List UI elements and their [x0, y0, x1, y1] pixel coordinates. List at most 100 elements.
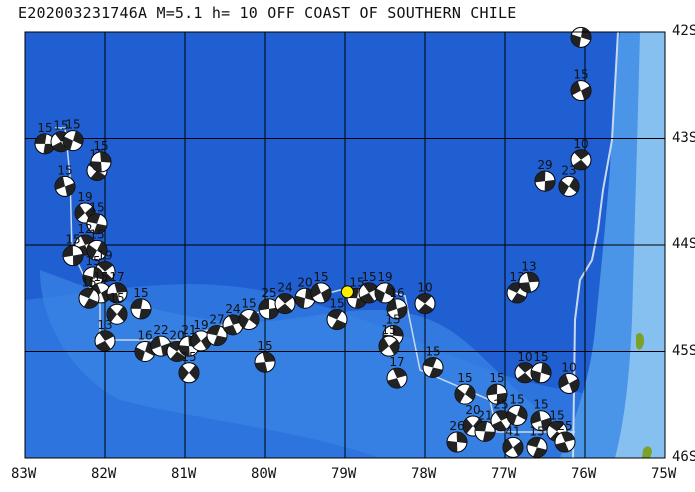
- focal-mechanism: 27: [206, 313, 228, 347]
- focal-mechanism: 15: [526, 424, 548, 458]
- compressional-quadrant: [191, 332, 201, 348]
- compressional-quadrant: [387, 299, 397, 313]
- compressional-quadrant: [223, 324, 238, 335]
- compressional-quadrant: [389, 339, 400, 355]
- compressional-quadrant: [548, 421, 564, 432]
- compressional-quadrant: [269, 307, 279, 319]
- focal-mechanism: 29: [534, 158, 556, 192]
- compressional-quadrant: [189, 365, 199, 381]
- focal-mechanism: 16: [134, 329, 156, 362]
- compressional-quadrant: [423, 357, 437, 368]
- compressional-quadrant: [392, 368, 407, 379]
- focal-mechanism: 24: [274, 281, 296, 315]
- depth-label: 15: [533, 398, 548, 412]
- compressional-quadrant: [93, 223, 107, 234]
- focal-mechanism: 15: [530, 350, 552, 384]
- compressional-quadrant: [513, 441, 524, 457]
- compressional-quadrant: [170, 351, 186, 362]
- depth-label: 29: [537, 158, 552, 172]
- compressional-quadrant: [213, 335, 227, 346]
- depth-label: 21: [181, 323, 196, 337]
- latitude-label: 46S: [672, 449, 695, 465]
- longitude-label: 79W: [331, 466, 357, 482]
- compressional-quadrant: [97, 241, 107, 257]
- depth-label: 15: [89, 227, 104, 241]
- compressional-quadrant: [455, 387, 465, 403]
- compressional-quadrant: [83, 274, 93, 287]
- focal-mechanism: 13: [518, 259, 540, 293]
- depth-label: 15: [533, 350, 548, 364]
- compressional-quadrant: [385, 283, 395, 298]
- compressional-quadrant: [277, 293, 293, 304]
- focal-mechanism: 15: [78, 275, 100, 309]
- depth-label: 15: [385, 313, 400, 327]
- compressional-quadrant: [97, 261, 113, 272]
- compressional-quadrant: [541, 417, 551, 431]
- compressional-quadrant: [87, 244, 97, 260]
- depth-label: 27: [209, 313, 224, 327]
- depth-label: 10: [561, 360, 576, 374]
- compressional-quadrant: [516, 372, 533, 383]
- depth-label: 15: [361, 270, 376, 284]
- compressional-quadrant: [96, 340, 111, 351]
- focal-mechanism: 15: [486, 371, 508, 405]
- compressional-quadrant: [544, 179, 555, 192]
- focal-mechanism: 15: [34, 121, 56, 155]
- compressional-quadrant: [507, 410, 517, 425]
- compressional-quadrant: [179, 345, 190, 357]
- focal-mechanism: 15: [422, 344, 444, 378]
- compressional-quadrant: [416, 293, 432, 304]
- compressional-quadrant: [491, 420, 507, 431]
- depth-label: 17: [389, 355, 404, 369]
- compressional-quadrant: [559, 374, 569, 389]
- compressional-quadrant: [321, 287, 331, 303]
- focal-mechanism: 15: [54, 163, 76, 197]
- compressional-quadrant: [446, 440, 458, 453]
- map-frame: [24, 31, 666, 459]
- compressional-quadrant: [482, 431, 495, 442]
- focal-mechanism: 15: [90, 139, 112, 173]
- compressional-quadrant: [363, 282, 378, 293]
- compressional-quadrant: [530, 369, 541, 383]
- depth-label: 19: [377, 270, 392, 284]
- compressional-quadrant: [262, 352, 275, 363]
- longitude-label: 80W: [251, 466, 277, 482]
- depth-label: 22: [153, 323, 168, 337]
- depth-label: 13: [97, 318, 112, 332]
- depth-label: 19: [77, 190, 92, 204]
- depth-label: 15: [181, 350, 196, 364]
- focal-mechanism: 25: [258, 286, 280, 320]
- compressional-quadrant: [429, 367, 443, 378]
- depth-label: 24: [277, 281, 292, 295]
- compressional-quadrant: [572, 159, 588, 170]
- depth-label: 15: [93, 139, 108, 153]
- compressional-quadrant: [503, 438, 513, 454]
- compressional-quadrant: [207, 325, 221, 336]
- focal-mechanism: 15: [130, 286, 152, 320]
- compressional-quadrant: [541, 362, 551, 376]
- focal-mechanism: 15: [86, 227, 108, 261]
- focal-mechanism: 15: [570, 68, 592, 102]
- focal-mechanism: 10: [570, 137, 592, 171]
- compressional-quadrant: [463, 418, 473, 434]
- depth-label: 23: [561, 163, 576, 177]
- focal-mechanism: 13: [506, 270, 528, 304]
- compressional-quadrant: [507, 282, 523, 293]
- focal-mechanism: 15: [178, 350, 200, 384]
- compressional-quadrant: [571, 81, 581, 96]
- compressional-quadrant: [35, 133, 47, 144]
- depth-label: 15: [349, 275, 364, 289]
- longitude-label: 81W: [171, 466, 197, 482]
- compressional-quadrant: [75, 204, 85, 220]
- compressional-quadrant: [79, 288, 95, 299]
- depth-label: 15: [549, 408, 564, 422]
- focal-mechanism: 15: [506, 392, 528, 426]
- compressional-quadrant: [63, 245, 73, 258]
- compressional-quadrant: [83, 298, 99, 309]
- depth-label: 20: [169, 329, 184, 343]
- compressional-quadrant: [311, 283, 321, 298]
- depth-label: 25: [261, 286, 276, 300]
- compressional-quadrant: [327, 309, 343, 320]
- compressional-quadrant: [65, 182, 76, 197]
- compressional-quadrant: [571, 34, 581, 48]
